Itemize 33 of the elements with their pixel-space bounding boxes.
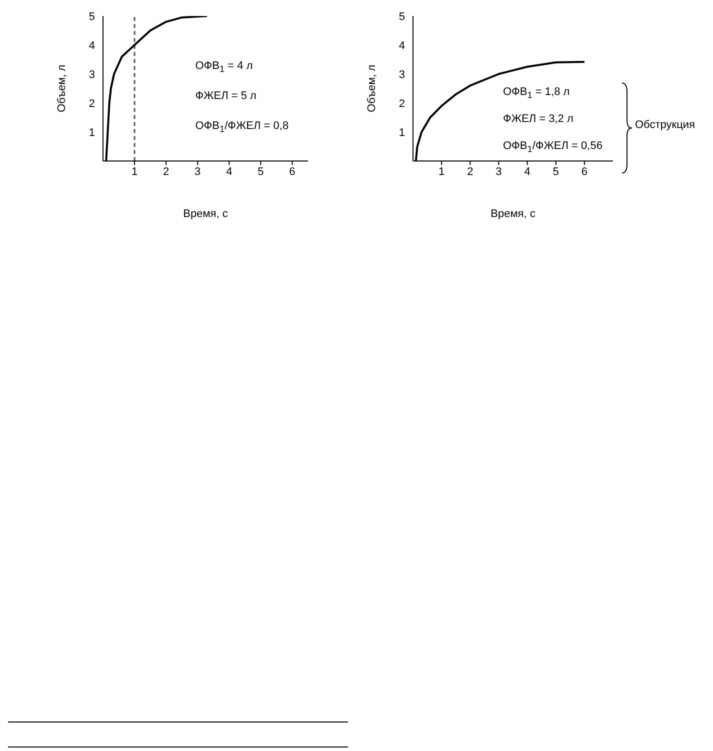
annotation: ФЖЕЛ = 5 л: [195, 90, 256, 102]
y-tick-label: 4: [88, 40, 95, 52]
y-tick-label: 3: [88, 68, 95, 81]
x-tick-label: 1: [438, 166, 445, 178]
y-tick-label: 4: [398, 40, 405, 52]
x-tick-label: 3: [194, 166, 201, 178]
annotation: ОФВ$_{1}$/ФЖЕЛ = 0,8: [195, 120, 289, 134]
y-tick-label: 3: [398, 68, 405, 81]
x-tick-label: 6: [581, 166, 588, 178]
x-tick-label: 6: [289, 166, 296, 178]
annotation: ОФВ$_{1}$ = 1,8 л: [503, 86, 570, 100]
y-tick-label: 5: [398, 10, 405, 23]
x-axis-title: Время, с: [183, 208, 228, 220]
y-tick-label: 2: [88, 98, 95, 110]
x-tick-label: 4: [226, 166, 232, 178]
x-tick-label: 3: [496, 166, 502, 178]
x-tick-label: 2: [467, 166, 474, 178]
x-tick-label: 5: [258, 166, 264, 178]
x-tick-label: 2: [163, 166, 170, 178]
annotation: ОФВ$_{1}$/ФЖЕЛ = 0,56: [503, 140, 602, 154]
x-tick-label: 4: [524, 166, 530, 178]
x-axis-title: Время, с: [490, 208, 536, 220]
annotation: ФЖЕЛ = 3,2 л: [503, 113, 574, 125]
y-tick-label: 1: [88, 126, 95, 139]
x-tick-label: 5: [552, 166, 559, 178]
annotation: ОФВ$_{1}$ = 4 л: [195, 60, 253, 74]
y-tick-label: 1: [398, 126, 405, 139]
x-tick-label: 1: [131, 166, 138, 178]
y-tick-label: 2: [398, 98, 405, 110]
y-tick-label: 5: [88, 10, 95, 23]
text: Обструкция: [635, 119, 695, 131]
y-axis-title: Объем, л: [56, 64, 68, 112]
y-axis-title: Объем, л: [366, 64, 378, 112]
